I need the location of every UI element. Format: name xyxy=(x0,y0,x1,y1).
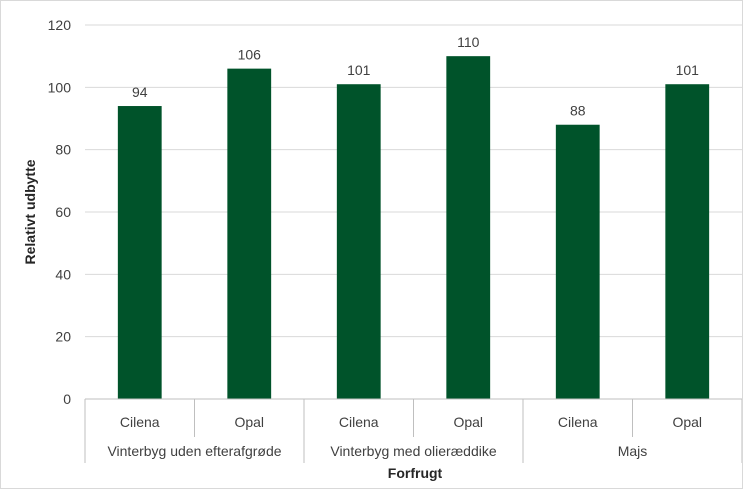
bar xyxy=(336,84,381,399)
y-tick-label: 0 xyxy=(63,391,71,407)
y-axis-title: Relativt udbytte xyxy=(22,159,38,264)
data-label: 110 xyxy=(457,34,480,50)
gridlines xyxy=(85,24,742,338)
y-tick-label: 100 xyxy=(48,79,72,95)
data-label: 88 xyxy=(570,103,586,119)
x-category-label: Cilena xyxy=(339,414,379,430)
x-category-label: Opal xyxy=(672,414,702,430)
bar xyxy=(117,106,162,400)
labels: 0 20 40 60 80 100 120 94 Cilena 106 Opal 101 Cilena 1… xyxy=(48,17,702,459)
y-tick-label: 120 xyxy=(48,17,72,33)
bar xyxy=(555,124,600,399)
x-group-label: Majs xyxy=(618,443,648,459)
x-category-label: Cilena xyxy=(120,414,160,430)
x-category-label: Opal xyxy=(453,414,483,430)
y-tick-label: 60 xyxy=(55,204,71,220)
y-tick-label: 20 xyxy=(55,329,71,345)
x-group-label: Vinterbyg med olieræddike xyxy=(330,443,496,459)
x-axis-title: Forfrugt xyxy=(388,465,443,481)
bar xyxy=(665,84,710,399)
data-label: 101 xyxy=(347,62,371,78)
bars xyxy=(117,56,710,400)
x-category-label: Cilena xyxy=(558,414,598,430)
x-category-label: Opal xyxy=(234,414,264,430)
data-label: 106 xyxy=(238,47,262,63)
y-tick-label: 40 xyxy=(55,266,71,282)
y-tick-label: 80 xyxy=(55,142,71,158)
bar xyxy=(446,56,491,400)
x-group-label: Vinterbyg uden efterafgrøde xyxy=(107,443,281,459)
data-label: 94 xyxy=(132,84,148,100)
bar xyxy=(227,68,272,399)
data-label: 101 xyxy=(676,62,700,78)
